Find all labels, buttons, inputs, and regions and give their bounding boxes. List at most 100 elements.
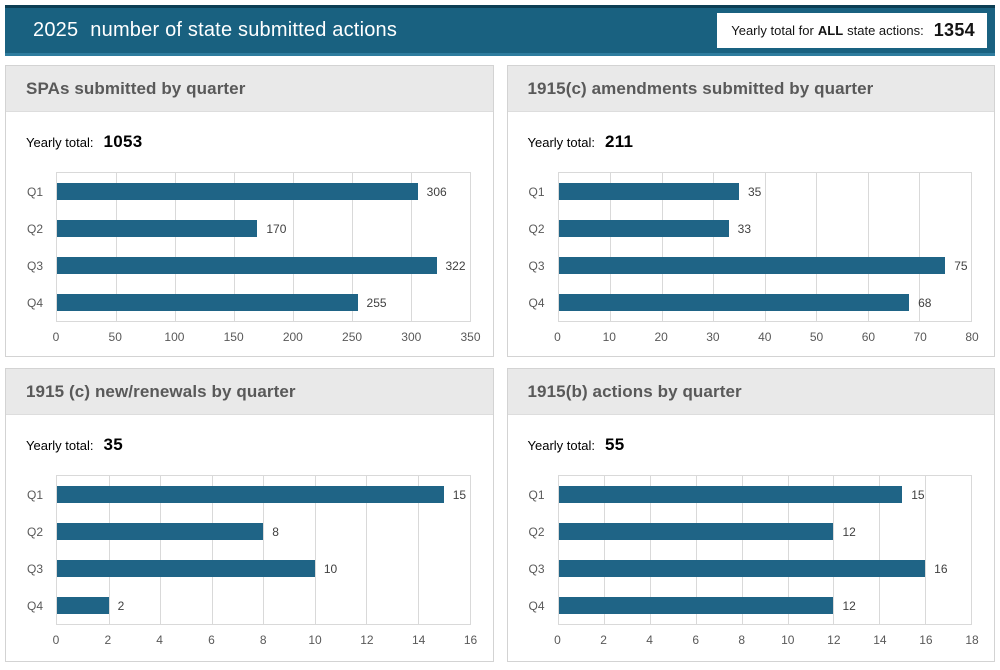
x-tick-label: 150 (223, 330, 244, 344)
x-tick-label: 20 (654, 330, 668, 344)
x-tick-label: 10 (781, 633, 795, 647)
yearly-total-value: 211 (604, 132, 634, 151)
bar-q2 (558, 523, 834, 540)
gridline (417, 476, 419, 624)
bar-value-label: 15 (452, 487, 467, 502)
plot-area: Q1 306 Q2 170 Q3 322 Q4 255 (27, 172, 471, 322)
bar-q4 (558, 294, 910, 311)
bar-q3 (57, 257, 437, 274)
gridline (351, 173, 353, 321)
gridline (115, 173, 117, 321)
panel-title: 1915 (c) new/renewals by quarter (26, 381, 296, 401)
chart-row-q4: Q4 2 (27, 587, 470, 624)
bar-value-label: 33 (737, 221, 752, 236)
x-tick-label: 2 (600, 633, 607, 647)
category-label: Q3 (27, 258, 44, 273)
bar-value-label: 16 (934, 561, 948, 576)
panel-header: 1915 (c) new/renewals by quarter (6, 369, 493, 415)
category-label: Q4 (528, 295, 545, 310)
x-tick-label: 300 (401, 330, 422, 344)
x-tick-label: 40 (758, 330, 772, 344)
bar-value-label: 306 (426, 184, 447, 199)
chart-row-q1: Q1 306 (27, 173, 470, 210)
chart-row-q3: Q3 322 (27, 247, 470, 284)
panel-1915c-amendments: 1915(c) amendments submitted by quarter … (506, 65, 995, 357)
gridline (867, 173, 869, 321)
yearly-total-row: Yearly total: 211 (528, 132, 995, 152)
panel-header: 1915(c) amendments submitted by quarter (507, 66, 994, 112)
dashboard-banner: 2025 number of state submitted actions Ye… (5, 5, 995, 56)
bar-q2 (57, 523, 264, 540)
gridline (410, 173, 412, 321)
gridline (919, 173, 921, 321)
gridline (661, 173, 663, 321)
bar-q1 (57, 486, 444, 503)
panel-title: 1915(c) amendments submitted by quarter (527, 78, 874, 98)
x-tick-label: 0 (554, 330, 561, 344)
chart-row-q2: Q2 170 (27, 210, 470, 247)
x-tick-label: 14 (412, 633, 426, 647)
panel-header: SPAs submitted by quarter (6, 66, 493, 112)
x-tick-label: 18 (965, 633, 979, 647)
yearly-total-all-value: 1354 (933, 20, 975, 40)
yearly-total-all-prefix: Yearly total for (731, 23, 814, 38)
chart-row-q4: Q4 12 (529, 587, 972, 624)
panel-1915c-new-renewals: 1915 (c) new/renewals by quarter Yearly … (5, 368, 494, 662)
gridline (292, 173, 294, 321)
x-tick-label: 200 (282, 330, 303, 344)
panel-title: SPAs submitted by quarter (26, 78, 246, 98)
x-tick-label: 4 (156, 633, 163, 647)
gridline (469, 476, 471, 624)
gridline (833, 476, 835, 624)
yearly-total-row: Yearly total: 35 (26, 435, 493, 455)
bar-chart-1915c-amendments: Q1 35 Q2 33 Q3 75 Q4 68 0 10 20 30 40 50 60 70 80 (508, 172, 995, 348)
chart-row-q4: Q4 68 (529, 284, 972, 321)
panel-header: 1915(b) actions by quarter (507, 369, 994, 415)
category-label: Q4 (528, 598, 545, 613)
x-tick-label: 14 (873, 633, 887, 647)
yearly-total-label: Yearly total: (527, 438, 595, 453)
bar-chart-1915b-actions: Q1 15 Q2 12 Q3 16 Q4 12 0 2 4 6 8 10 12 14 16 18 (508, 475, 995, 651)
bar-q3 (558, 257, 946, 274)
chart-row-q1: Q1 15 (27, 476, 470, 513)
x-tick-label: 80 (965, 330, 979, 344)
bar-value-label: 12 (842, 598, 856, 613)
x-tick-label: 10 (308, 633, 322, 647)
bar-value-label: 12 (842, 524, 856, 539)
gridline (695, 476, 697, 624)
gridline (211, 476, 213, 624)
x-axis: 0 10 20 30 40 50 60 70 80 (554, 322, 979, 348)
yearly-total-label: Yearly total: (527, 135, 595, 150)
gridline (604, 476, 606, 624)
category-label: Q4 (27, 598, 44, 613)
panel-1915b-actions: 1915(b) actions by quarter Yearly total:… (506, 368, 995, 662)
panel-grid: SPAs submitted by quarter Yearly total: … (5, 65, 995, 662)
gridline (610, 173, 612, 321)
bar-value-label: 322 (445, 258, 466, 273)
gridline (816, 173, 818, 321)
yearly-total-value: 1053 (103, 132, 143, 151)
dashboard-title-year: 2025 (33, 19, 79, 41)
x-tick-label: 12 (360, 633, 374, 647)
gridline (233, 173, 235, 321)
x-tick-label: 16 (463, 633, 478, 647)
gridline (469, 173, 471, 321)
yearly-total-value: 55 (604, 435, 625, 454)
gridline (713, 173, 715, 321)
x-tick-label: 60 (861, 330, 876, 344)
category-label: Q1 (27, 184, 44, 199)
bar-value-label: 255 (366, 295, 387, 310)
gridline (366, 476, 368, 624)
x-tick-label: 0 (554, 633, 561, 647)
gridline (764, 173, 766, 321)
category-label: Q2 (528, 524, 545, 539)
bar-q3 (558, 560, 926, 577)
category-label: Q1 (27, 487, 44, 502)
x-tick-label: 30 (706, 330, 720, 344)
bar-value-label: 15 (911, 487, 925, 502)
x-tick-label: 0 (52, 330, 60, 344)
bar-value-label: 35 (747, 184, 762, 199)
yearly-total-all-suffix: state actions: (847, 23, 924, 38)
chart-row-q2: Q2 12 (529, 513, 972, 550)
plot-area: Q1 15 Q2 8 Q3 10 Q4 2 (27, 475, 471, 625)
